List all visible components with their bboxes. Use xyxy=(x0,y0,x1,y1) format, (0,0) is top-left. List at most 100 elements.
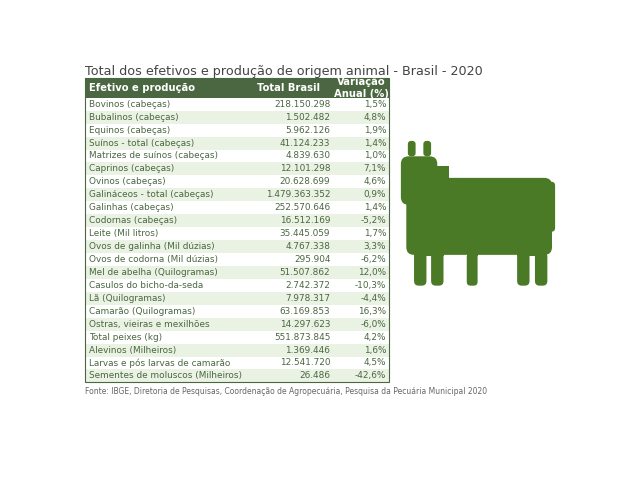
FancyBboxPatch shape xyxy=(86,78,389,98)
Text: 1,4%: 1,4% xyxy=(364,203,386,212)
Text: 16,3%: 16,3% xyxy=(358,307,386,316)
FancyBboxPatch shape xyxy=(406,166,449,178)
Text: Ovos de galinha (Mil dúzias): Ovos de galinha (Mil dúzias) xyxy=(89,242,215,251)
FancyBboxPatch shape xyxy=(424,141,431,156)
Text: 35.445.059: 35.445.059 xyxy=(280,229,330,238)
Text: 1,4%: 1,4% xyxy=(364,138,386,148)
Text: 12.541.720: 12.541.720 xyxy=(280,359,330,368)
FancyBboxPatch shape xyxy=(86,330,389,343)
Text: Suínos - total (cabeças): Suínos - total (cabeças) xyxy=(89,138,195,148)
FancyBboxPatch shape xyxy=(414,252,427,286)
Text: 20.628.699: 20.628.699 xyxy=(280,177,330,186)
Text: 4,6%: 4,6% xyxy=(364,177,386,186)
FancyBboxPatch shape xyxy=(517,252,547,256)
Text: -10,3%: -10,3% xyxy=(355,281,386,290)
Text: 295.904: 295.904 xyxy=(294,255,330,264)
FancyBboxPatch shape xyxy=(517,252,529,286)
Text: 4.839.630: 4.839.630 xyxy=(285,152,330,161)
FancyBboxPatch shape xyxy=(86,370,389,382)
Text: Fonte: IBGE, Diretoria de Pesquisas, Coordenação de Agropecuária, Pesquisa da Pe: Fonte: IBGE, Diretoria de Pesquisas, Coo… xyxy=(86,387,488,396)
Text: -6,2%: -6,2% xyxy=(360,255,386,264)
FancyBboxPatch shape xyxy=(467,252,477,256)
Text: 1.369.446: 1.369.446 xyxy=(285,345,330,355)
Text: 4,8%: 4,8% xyxy=(363,113,386,122)
FancyBboxPatch shape xyxy=(401,156,437,205)
Text: Mel de abelha (Quilogramas): Mel de abelha (Quilogramas) xyxy=(89,268,218,277)
Text: 0,9%: 0,9% xyxy=(364,190,386,199)
FancyBboxPatch shape xyxy=(547,182,555,232)
Text: 1,5%: 1,5% xyxy=(364,100,386,109)
Text: Larvas e pós larvas de camarão: Larvas e pós larvas de camarão xyxy=(89,358,231,368)
FancyBboxPatch shape xyxy=(86,163,389,175)
Text: 12.101.298: 12.101.298 xyxy=(280,165,330,173)
FancyBboxPatch shape xyxy=(86,150,389,163)
Text: 41.124.233: 41.124.233 xyxy=(280,138,330,148)
Text: Casulos do bicho-da-seda: Casulos do bicho-da-seda xyxy=(89,281,204,290)
FancyBboxPatch shape xyxy=(86,227,389,240)
FancyBboxPatch shape xyxy=(86,175,389,188)
Text: 26.486: 26.486 xyxy=(299,371,330,380)
Text: 1,7%: 1,7% xyxy=(364,229,386,238)
Text: Codornas (cabeças): Codornas (cabeças) xyxy=(89,216,178,225)
Text: Bovinos (cabeças): Bovinos (cabeças) xyxy=(89,100,171,109)
Text: Matrizes de suínos (cabeças): Matrizes de suínos (cabeças) xyxy=(89,152,218,161)
FancyBboxPatch shape xyxy=(86,98,389,111)
Text: -42,6%: -42,6% xyxy=(355,371,386,380)
FancyBboxPatch shape xyxy=(86,111,389,124)
Text: Alevinos (Milheiros): Alevinos (Milheiros) xyxy=(89,345,177,355)
FancyBboxPatch shape xyxy=(86,279,389,292)
FancyBboxPatch shape xyxy=(86,124,389,136)
Text: 4,5%: 4,5% xyxy=(364,359,386,368)
Text: 218.150.298: 218.150.298 xyxy=(274,100,330,109)
FancyBboxPatch shape xyxy=(86,188,389,201)
Text: 2.742.372: 2.742.372 xyxy=(285,281,330,290)
FancyBboxPatch shape xyxy=(406,178,552,255)
Text: 551.873.845: 551.873.845 xyxy=(274,332,330,341)
Text: Total dos efetivos e produção de origem animal - Brasil - 2020: Total dos efetivos e produção de origem … xyxy=(86,65,483,78)
FancyBboxPatch shape xyxy=(86,214,389,227)
FancyBboxPatch shape xyxy=(408,141,416,156)
Text: Ovinos (cabeças): Ovinos (cabeças) xyxy=(89,177,166,186)
Text: Variação
Anual (%): Variação Anual (%) xyxy=(334,77,389,99)
Text: -5,2%: -5,2% xyxy=(360,216,386,225)
FancyBboxPatch shape xyxy=(434,168,445,179)
FancyBboxPatch shape xyxy=(431,252,444,286)
Text: 1.479.363.352: 1.479.363.352 xyxy=(266,190,330,199)
Text: 3,3%: 3,3% xyxy=(364,242,386,251)
Text: Total peixes (kg): Total peixes (kg) xyxy=(89,332,162,341)
Text: -6,0%: -6,0% xyxy=(360,320,386,329)
Text: Leite (Mil litros): Leite (Mil litros) xyxy=(89,229,158,238)
Text: 1.502.482: 1.502.482 xyxy=(285,113,330,122)
FancyBboxPatch shape xyxy=(86,357,389,370)
FancyBboxPatch shape xyxy=(86,305,389,318)
Text: 12,0%: 12,0% xyxy=(358,268,386,277)
FancyBboxPatch shape xyxy=(86,292,389,305)
Text: Galináceos - total (cabeças): Galináceos - total (cabeças) xyxy=(89,190,214,199)
Text: Galinhas (cabeças): Galinhas (cabeças) xyxy=(89,203,174,212)
FancyBboxPatch shape xyxy=(86,253,389,266)
Text: 5.962.126: 5.962.126 xyxy=(285,125,330,135)
Text: 1,9%: 1,9% xyxy=(364,125,386,135)
FancyBboxPatch shape xyxy=(467,253,477,286)
Text: Bubalinos (cabeças): Bubalinos (cabeças) xyxy=(89,113,179,122)
Text: 7,1%: 7,1% xyxy=(364,165,386,173)
Text: Ostras, vieiras e mexilhões: Ostras, vieiras e mexilhões xyxy=(89,320,210,329)
Text: Total Brasil: Total Brasil xyxy=(257,83,320,93)
Text: Camarão (Quilogramas): Camarão (Quilogramas) xyxy=(89,307,196,316)
Text: Efetivo e produção: Efetivo e produção xyxy=(89,83,195,93)
FancyBboxPatch shape xyxy=(86,240,389,253)
Text: 16.512.169: 16.512.169 xyxy=(280,216,330,225)
FancyBboxPatch shape xyxy=(86,201,389,214)
FancyBboxPatch shape xyxy=(86,318,389,330)
Text: 14.297.623: 14.297.623 xyxy=(280,320,330,329)
Text: -4,4%: -4,4% xyxy=(360,294,386,303)
Text: Sementes de moluscos (Milheiros): Sementes de moluscos (Milheiros) xyxy=(89,371,242,380)
Text: 1,6%: 1,6% xyxy=(364,345,386,355)
Text: 51.507.862: 51.507.862 xyxy=(280,268,330,277)
Text: 7.978.317: 7.978.317 xyxy=(285,294,330,303)
Text: 4.767.338: 4.767.338 xyxy=(285,242,330,251)
FancyBboxPatch shape xyxy=(86,266,389,279)
Text: 252.570.646: 252.570.646 xyxy=(275,203,330,212)
FancyBboxPatch shape xyxy=(86,343,389,357)
Text: 4,2%: 4,2% xyxy=(364,332,386,341)
